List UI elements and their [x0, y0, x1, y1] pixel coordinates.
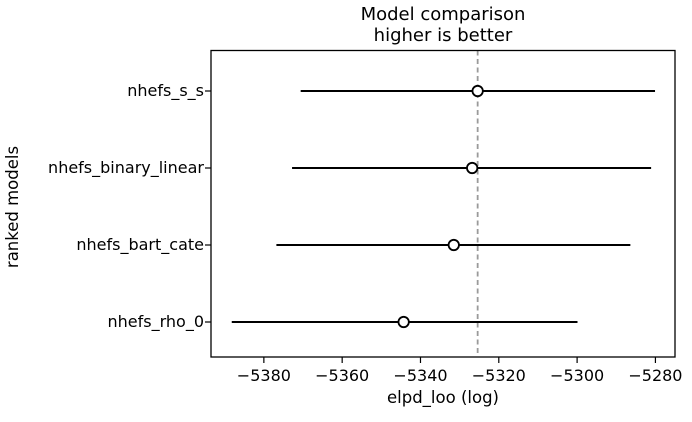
marker-nhefs_bart_cate — [447, 238, 460, 252]
ytick-label-nhefs_binary_linear: nhefs_binary_linear — [48, 158, 204, 177]
marker-nhefs_s_s — [471, 84, 484, 98]
ytick-label-nhefs_s_s: nhefs_s_s — [127, 81, 204, 100]
marker-nhefs_rho_0 — [397, 315, 410, 329]
xtick-label: −5380 — [236, 366, 291, 385]
x-axis-label: elpd_loo (log) — [387, 388, 499, 407]
ytick-label-nhefs_bart_cate: nhefs_bart_cate — [76, 235, 204, 254]
axes-frame — [210, 49, 676, 358]
chart-title: Model comparison — [360, 4, 526, 25]
xtick-label: −5320 — [471, 366, 526, 385]
chart-subtitle: higher is better — [373, 25, 513, 46]
ytick-label-nhefs_rho_0: nhefs_rho_0 — [107, 312, 205, 331]
xtick-label: −5340 — [393, 366, 448, 385]
xtick-label: −5300 — [550, 366, 605, 385]
marker-nhefs_binary_linear — [466, 161, 479, 175]
xtick-label: −5280 — [628, 366, 683, 385]
xtick-label: −5360 — [315, 366, 370, 385]
